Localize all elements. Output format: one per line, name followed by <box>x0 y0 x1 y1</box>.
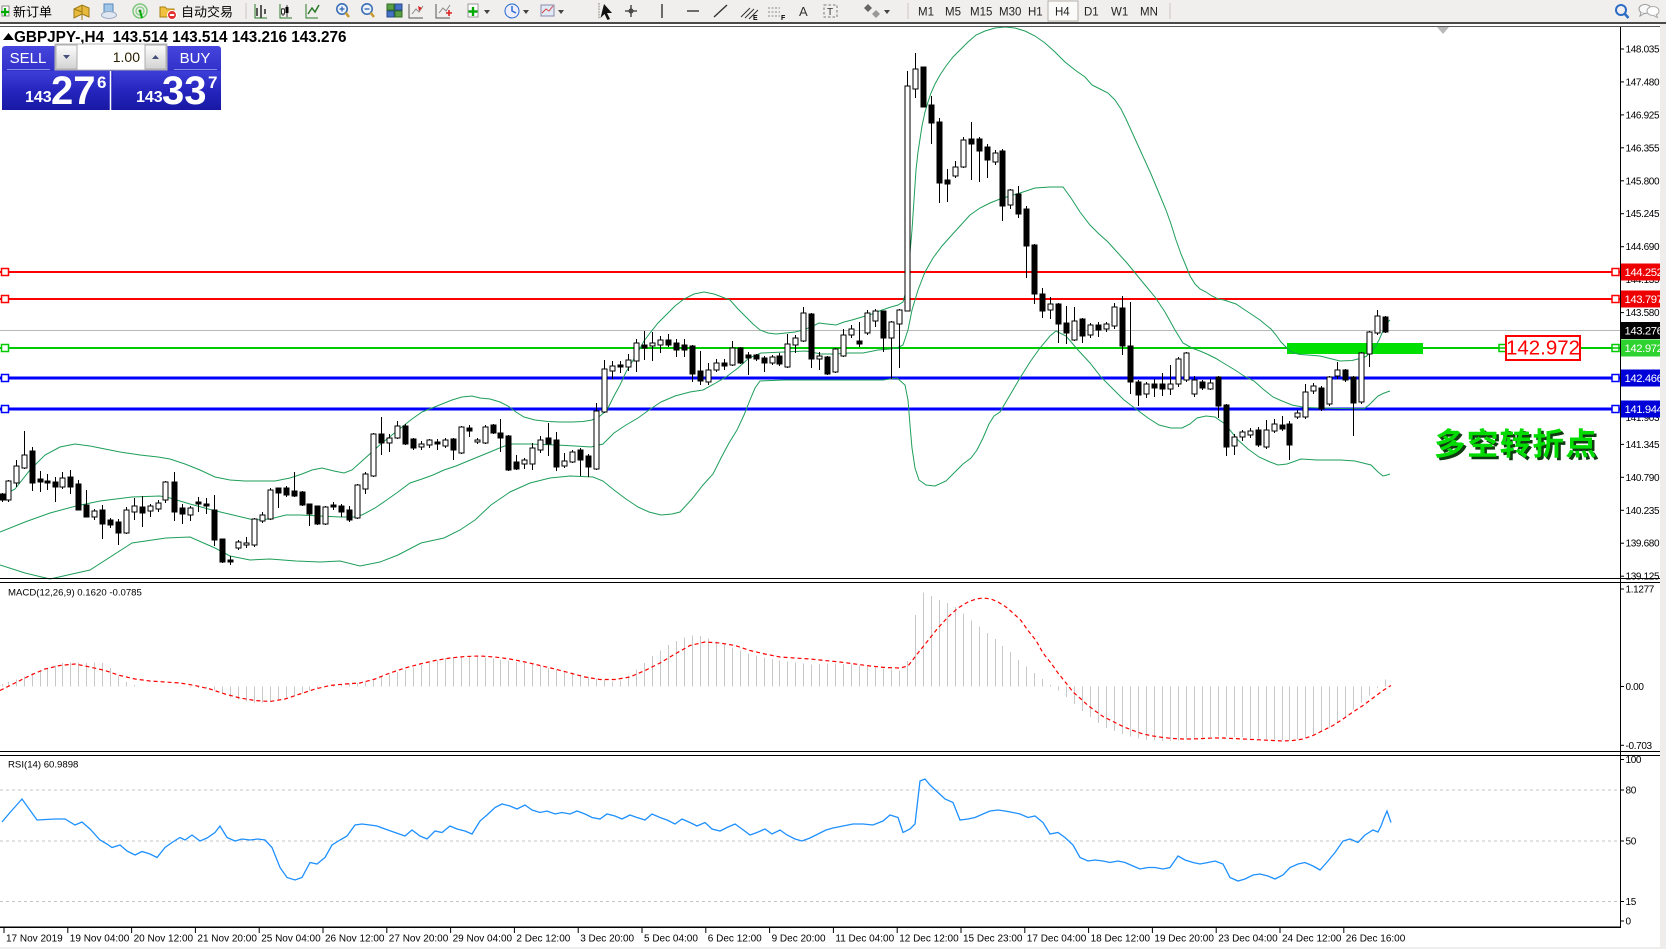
svg-text:24 Dec 12:00: 24 Dec 12:00 <box>1282 934 1342 945</box>
svg-text:1.1277: 1.1277 <box>1626 585 1655 596</box>
svg-text:50: 50 <box>1626 837 1637 848</box>
svg-text:140.790: 140.790 <box>1626 473 1660 484</box>
svg-text:21 Nov 20:00: 21 Nov 20:00 <box>197 934 257 945</box>
svg-text:144.690: 144.690 <box>1626 242 1660 253</box>
svg-text:0: 0 <box>1626 917 1632 928</box>
svg-text:E: E <box>753 15 758 22</box>
svg-text:26 Dec 16:00: 26 Dec 16:00 <box>1346 934 1406 945</box>
svg-text:145.245: 145.245 <box>1626 209 1660 220</box>
svg-text:146.925: 146.925 <box>1626 110 1660 121</box>
svg-text:26 Nov 12:00: 26 Nov 12:00 <box>325 934 385 945</box>
svg-text:RSI(14) 60.9898: RSI(14) 60.9898 <box>8 760 78 771</box>
svg-text:9 Dec 20:00: 9 Dec 20:00 <box>772 934 826 945</box>
svg-text:33: 33 <box>162 69 207 113</box>
svg-text:139.680: 139.680 <box>1626 539 1660 550</box>
svg-text:M1: M1 <box>918 7 934 19</box>
svg-text:-0.703: -0.703 <box>1626 741 1653 752</box>
svg-text:SELL: SELL <box>10 50 47 67</box>
svg-text:BUY: BUY <box>180 50 211 67</box>
svg-text:M30: M30 <box>999 7 1021 19</box>
svg-text:27: 27 <box>51 69 96 113</box>
svg-text:A: A <box>799 4 808 19</box>
svg-text:141.903: 141.903 <box>1626 413 1660 424</box>
svg-text:143.580: 143.580 <box>1626 308 1660 319</box>
svg-text:M15: M15 <box>970 7 992 19</box>
svg-text:1.00: 1.00 <box>113 49 140 65</box>
svg-text:17 Nov 2019: 17 Nov 2019 <box>6 934 63 945</box>
svg-text:19 Dec 20:00: 19 Dec 20:00 <box>1154 934 1214 945</box>
svg-text:17 Dec 04:00: 17 Dec 04:00 <box>1027 934 1087 945</box>
svg-text:2 Dec 12:00: 2 Dec 12:00 <box>516 934 570 945</box>
svg-text:W1: W1 <box>1111 7 1128 19</box>
svg-text:144.252: 144.252 <box>1625 267 1663 279</box>
svg-text:MACD(12,26,9) 0.1620 -0.0785: MACD(12,26,9) 0.1620 -0.0785 <box>8 588 142 599</box>
svg-text:23 Dec 04:00: 23 Dec 04:00 <box>1218 934 1278 945</box>
svg-text:146.355: 146.355 <box>1626 143 1660 154</box>
svg-text:7: 7 <box>208 73 217 92</box>
svg-text:11 Dec 04:00: 11 Dec 04:00 <box>835 934 894 945</box>
svg-text:27 Nov 20:00: 27 Nov 20:00 <box>389 934 449 945</box>
svg-text:15 Dec 23:00: 15 Dec 23:00 <box>963 934 1023 945</box>
svg-text:0.00: 0.00 <box>1626 682 1645 693</box>
svg-text:147.480: 147.480 <box>1626 77 1660 88</box>
svg-text:143: 143 <box>25 89 52 106</box>
svg-text:F: F <box>781 15 786 22</box>
svg-text:12 Dec 12:00: 12 Dec 12:00 <box>899 934 959 945</box>
svg-text:M5: M5 <box>945 7 961 19</box>
svg-text:MN: MN <box>1140 7 1158 19</box>
svg-text:141.944: 141.944 <box>1625 404 1663 416</box>
svg-text:142.972: 142.972 <box>1506 337 1580 360</box>
svg-text:80: 80 <box>1626 786 1637 797</box>
svg-text:T: T <box>827 7 833 18</box>
svg-text:142.466: 142.466 <box>1625 373 1663 385</box>
svg-text:5 Dec 04:00: 5 Dec 04:00 <box>644 934 698 945</box>
svg-text:25 Nov 04:00: 25 Nov 04:00 <box>261 934 321 945</box>
svg-text:140.235: 140.235 <box>1626 506 1660 517</box>
svg-text:6 Dec 12:00: 6 Dec 12:00 <box>708 934 762 945</box>
svg-text:139.125: 139.125 <box>1626 572 1660 583</box>
svg-text:20 Nov 12:00: 20 Nov 12:00 <box>134 934 194 945</box>
svg-text:3 Dec 20:00: 3 Dec 20:00 <box>580 934 634 945</box>
svg-text:D1: D1 <box>1084 7 1099 19</box>
svg-text:15: 15 <box>1626 897 1637 908</box>
svg-text:29 Nov 04:00: 29 Nov 04:00 <box>453 934 513 945</box>
svg-text:145.800: 145.800 <box>1626 176 1660 187</box>
svg-text:19 Nov 04:00: 19 Nov 04:00 <box>70 934 130 945</box>
svg-text:142.972: 142.972 <box>1625 343 1663 355</box>
svg-text:GBPJPY-,H4 143.514 143.514 14: GBPJPY-,H4 143.514 143.514 143.216 143.2… <box>14 29 347 46</box>
svg-text:6: 6 <box>97 73 106 92</box>
svg-text:H1: H1 <box>1028 7 1043 19</box>
svg-text:H4: H4 <box>1055 7 1070 19</box>
svg-text:143: 143 <box>136 89 163 106</box>
svg-text:148.035: 148.035 <box>1626 45 1660 56</box>
svg-text:100: 100 <box>1626 755 1642 766</box>
svg-text:143.797: 143.797 <box>1625 294 1663 306</box>
svg-text:144.135: 144.135 <box>1626 275 1660 286</box>
svg-text:141.345: 141.345 <box>1626 440 1660 451</box>
svg-text:143.276: 143.276 <box>1625 326 1663 338</box>
svg-text:18 Dec 12:00: 18 Dec 12:00 <box>1091 934 1151 945</box>
